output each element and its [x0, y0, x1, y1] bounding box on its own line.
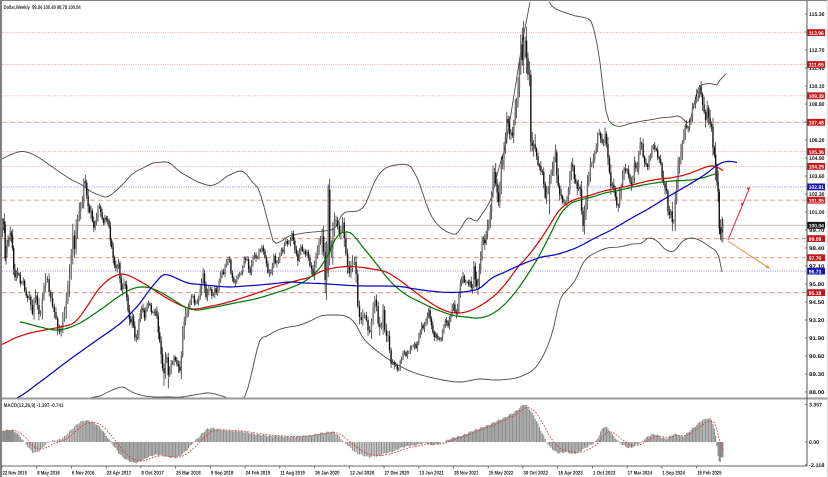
svg-text:97.70: 97.70: [809, 255, 822, 261]
svg-text:101.00: 101.00: [809, 210, 825, 216]
svg-text:103.60: 103.60: [809, 174, 825, 180]
svg-text:108.80: 108.80: [809, 102, 825, 108]
svg-text:28 Nov 2021: 28 Nov 2021: [454, 470, 479, 476]
svg-text:100.04: 100.04: [809, 223, 824, 229]
svg-text:24 Feb 2019: 24 Feb 2019: [246, 470, 271, 476]
svg-text:8 May 2016: 8 May 2016: [37, 470, 60, 476]
svg-text:102.30: 102.30: [809, 192, 825, 198]
svg-text:112.70: 112.70: [809, 48, 825, 54]
svg-text:9 Sep 2018: 9 Sep 2018: [211, 470, 234, 476]
svg-text:25 Mar 2018: 25 Mar 2018: [176, 470, 201, 476]
svg-text:-2.118: -2.118: [809, 462, 825, 468]
svg-text:88.00: 88.00: [809, 390, 825, 396]
svg-text:8 Oct 2017: 8 Oct 2017: [141, 470, 164, 476]
svg-text:22 Nov 2015: 22 Nov 2015: [3, 470, 28, 476]
svg-text:95.80: 95.80: [809, 282, 825, 288]
svg-text:30 Oct 2022: 30 Oct 2022: [523, 470, 548, 476]
svg-text:0.00: 0.00: [809, 440, 819, 446]
svg-text:97.10: 97.10: [809, 264, 825, 270]
svg-text:94.50: 94.50: [809, 300, 825, 306]
svg-text:104.90: 104.90: [809, 156, 825, 162]
svg-text:93.20: 93.20: [809, 318, 825, 324]
svg-text:106.20: 106.20: [809, 138, 825, 144]
svg-text:6 Nov 2016: 6 Nov 2016: [72, 470, 95, 476]
svg-text:110.10: 110.10: [809, 84, 825, 90]
svg-text:Dollar,Weekly 99.84 100.49 98: Dollar,Weekly 99.84 100.49 98.78 100.04: [4, 4, 81, 10]
svg-text:107.48: 107.48: [809, 120, 824, 126]
svg-text:98.40: 98.40: [809, 246, 825, 252]
svg-text:27 Dec 2020: 27 Dec 2020: [385, 470, 410, 476]
svg-text:17 Mar 2024: 17 Mar 2024: [628, 470, 653, 476]
svg-text:109.39: 109.39: [809, 94, 824, 100]
svg-text:89.30: 89.30: [809, 372, 825, 378]
svg-text:104.29: 104.29: [809, 164, 824, 170]
svg-text:102.81: 102.81: [809, 185, 824, 191]
svg-text:99.70: 99.70: [809, 228, 825, 234]
svg-text:91.90: 91.90: [809, 336, 825, 342]
svg-text:111.65: 111.65: [809, 62, 824, 68]
svg-text:16 Apr 2023: 16 Apr 2023: [558, 470, 583, 476]
svg-text:26 Jan 2020: 26 Jan 2020: [315, 470, 340, 476]
svg-text:23 Apr 2017: 23 Apr 2017: [107, 470, 132, 476]
svg-text:101.85: 101.85: [809, 198, 824, 204]
svg-text:90.60: 90.60: [809, 354, 825, 360]
svg-text:11 Aug 2019: 11 Aug 2019: [280, 470, 305, 476]
svg-text:3.357: 3.357: [809, 402, 822, 408]
svg-text:105.36: 105.36: [809, 149, 824, 155]
svg-text:15 May 2022: 15 May 2022: [489, 470, 514, 476]
svg-text:113.96: 113.96: [809, 30, 824, 36]
svg-text:96.73: 96.73: [809, 269, 822, 275]
svg-text:1 Oct 2023: 1 Oct 2023: [593, 470, 616, 476]
svg-text:115.30: 115.30: [809, 12, 825, 18]
svg-text:16 Feb 2025: 16 Feb 2025: [697, 470, 722, 476]
svg-text:99.08: 99.08: [809, 236, 822, 242]
svg-text:95.18: 95.18: [809, 290, 822, 296]
svg-text:1 Sep 2024: 1 Sep 2024: [662, 470, 685, 476]
svg-text:12 Jul 2020: 12 Jul 2020: [350, 470, 375, 476]
svg-text:MACD(12,26,9) -1.397 -0.741: MACD(12,26,9) -1.397 -0.741: [4, 402, 64, 408]
svg-text:13 Jun 2021: 13 Jun 2021: [419, 470, 444, 476]
svg-text:111.40: 111.40: [809, 66, 825, 72]
